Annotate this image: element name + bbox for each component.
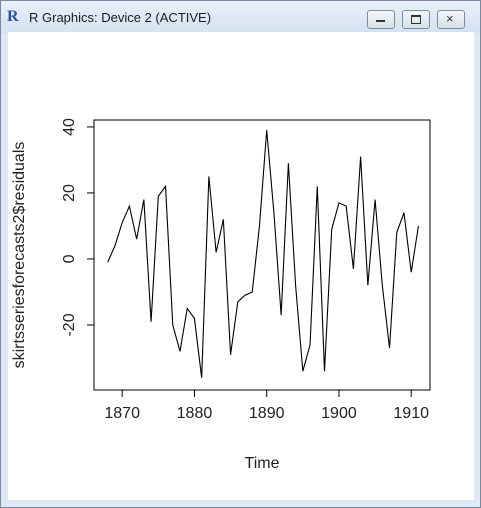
y-axis-label: skirtsseriesforecasts2$residuals: [11, 142, 28, 369]
chart: 1870 1880 1890 1900 1910 -20 0 20 40 Time skirtsse…: [11, 118, 431, 472]
x-tick-label: 1870: [104, 405, 140, 422]
y-tick-label: 0: [61, 254, 78, 263]
y-tick-label: 20: [61, 184, 78, 202]
minimize-button[interactable]: [367, 10, 395, 29]
x-axis-label: Time: [245, 455, 280, 472]
app-icon: R: [7, 8, 19, 25]
close-button[interactable]: ×: [437, 10, 465, 29]
y-tick-label: 40: [61, 118, 78, 136]
x-tick-label: 1880: [177, 405, 213, 422]
plot-area: 1870 1880 1890 1900 1910 -20 0 20 40 Time skirtsse…: [8, 32, 474, 500]
plot-frame: [93, 119, 431, 391]
window-title: R Graphics: Device 2 (ACTIVE): [29, 10, 212, 25]
maximize-button[interactable]: [402, 10, 430, 29]
data-line: [107, 130, 419, 378]
x-tick-label: 1900: [321, 405, 357, 422]
title-bar: R R Graphics: Device 2 (ACTIVE) ×: [1, 1, 480, 33]
y-tick-label: -20: [61, 313, 78, 336]
x-tick-label: 1890: [249, 405, 285, 422]
x-tick-label: 1910: [393, 405, 429, 422]
